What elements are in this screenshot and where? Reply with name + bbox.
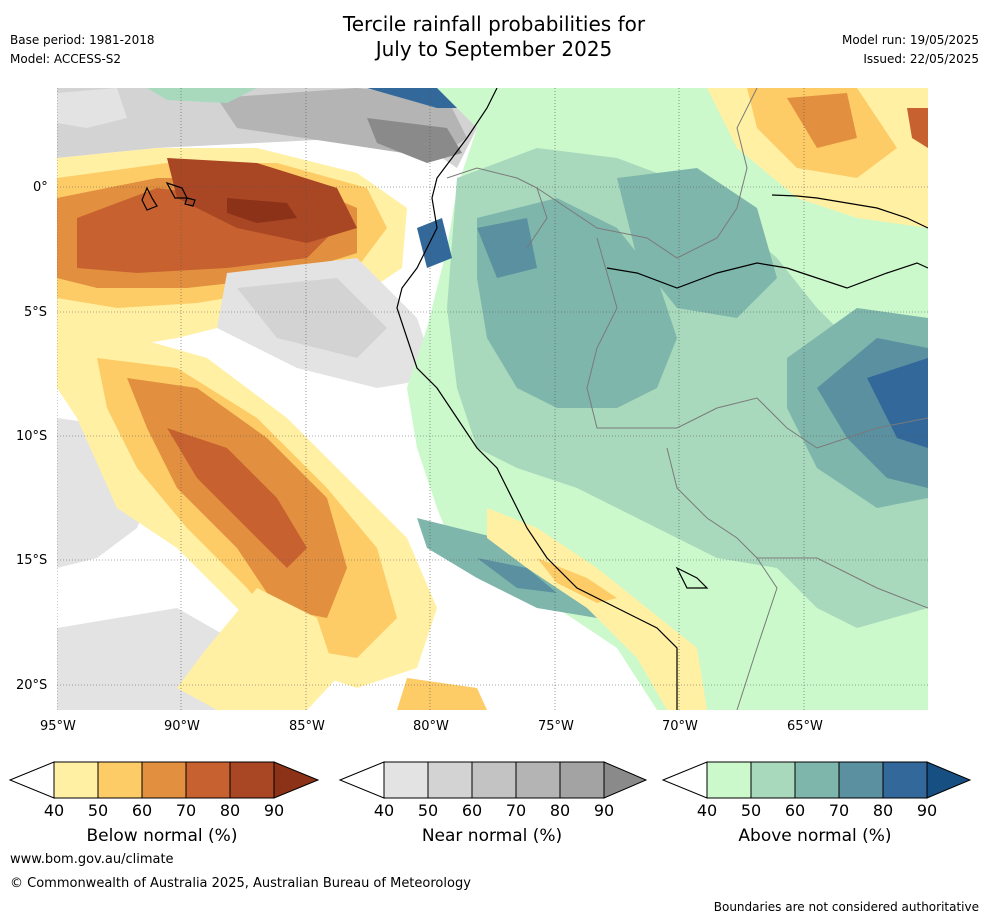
lon-label-70w: 70°W [662,719,698,734]
swatch-above-4 [882,761,928,799]
below-tick-70: 70 [175,801,197,820]
swatch-near-5 [603,761,648,799]
above-tick-40: 40 [696,801,718,820]
near-tick-40: 40 [373,801,395,820]
swatch-below-1 [97,761,143,799]
model-label: Model: ACCESS-S2 [10,52,122,66]
swatch-near-2 [471,761,517,799]
below-tick-50: 50 [87,801,109,820]
swatch-below-2 [141,761,187,799]
lat-label-10s: 10°S [16,429,48,444]
near-tick-70: 70 [505,801,527,820]
below-normal-title: Below normal (%) [86,826,238,846]
near-tick-50: 50 [417,801,439,820]
map-svg [57,88,928,710]
above-tick-60: 60 [784,801,806,820]
colorbar-below [8,761,320,799]
above-tick-50: 50 [740,801,762,820]
swatch-near-1 [427,761,473,799]
model-run-label: Model run: 19/05/2025 [841,33,979,47]
colorbars [8,761,972,799]
copyright-text: © Commonwealth of Australia 2025, Austra… [10,876,471,891]
near-tick-90: 90 [593,801,615,820]
issued-label: Issued: 22/05/2025 [863,52,979,66]
above-tick-70: 70 [828,801,850,820]
base-period-label: Base period: 1981-2018 [10,33,155,47]
lon-label-80w: 80°W [413,719,449,734]
lon-label-85w: 85°W [289,719,325,734]
near-tick-60: 60 [461,801,483,820]
colorbar-above [661,761,972,799]
lat-label-5s: 5°S [24,305,48,320]
lat-label-0: 0° [33,180,48,195]
swatch-above-3 [838,761,884,799]
probability-map [57,88,928,710]
lat-label-15s: 15°S [16,553,48,568]
website-link[interactable]: www.bom.gov.au/climate [10,852,174,867]
lon-label-65w: 65°W [787,719,823,734]
title-line-2: July to September 2025 [375,37,613,61]
title-line-1: Tercile rainfall probabilities for [342,12,646,36]
below-tick-40: 40 [43,801,65,820]
page-title: Tercile rainfall probabilities for July … [0,12,988,62]
swatch-below-5 [273,761,320,799]
below-tick-80: 80 [219,801,241,820]
lon-label-90w: 90°W [164,719,200,734]
above-normal-title: Above normal (%) [738,826,892,846]
lat-label-20s: 20°S [16,678,48,693]
lon-label-75w: 75°W [538,719,574,734]
swatch-below-0 [53,761,99,799]
near-normal-title: Near normal (%) [421,826,563,846]
below-tick-90: 90 [263,801,285,820]
lon-label-95w: 95°W [40,719,76,734]
above-tick-80: 80 [872,801,894,820]
above-tick-90: 90 [916,801,938,820]
swatch-above-2 [794,761,840,799]
below-tick-60: 60 [131,801,153,820]
swatch-above-1 [750,761,796,799]
disclaimer-text: Boundaries are not considered authoritat… [713,900,979,914]
swatch-below-4 [229,761,275,799]
swatch-near-3 [515,761,561,799]
colorbar-near [338,761,648,799]
swatch-above-0 [706,761,752,799]
near-tick-80: 80 [549,801,571,820]
swatch-near-0 [383,761,429,799]
swatch-near-4 [559,761,605,799]
swatch-below-3 [185,761,231,799]
swatch-above-5 [926,761,972,799]
